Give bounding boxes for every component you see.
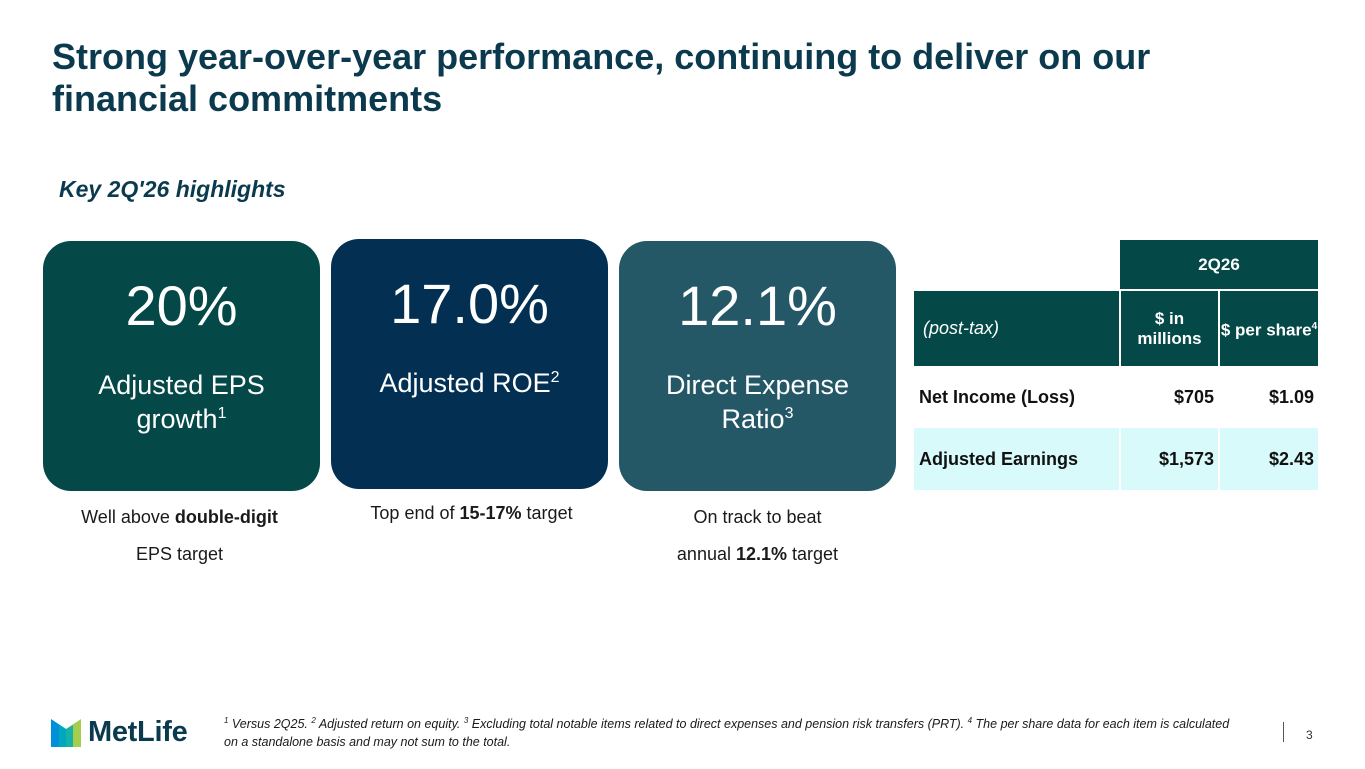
kpi-note-roe: Top end of 15-17% target [333, 495, 610, 532]
page-title: Strong year-over-year performance, conti… [52, 36, 1151, 119]
footnotes: 1 Versus 2Q25. 2 Adjusted return on equi… [224, 712, 1234, 751]
column-header-per-share-text: $ per share [1220, 320, 1312, 340]
footnote-text: Versus 2Q25. [228, 717, 312, 732]
column-header-per-share: $ per share4 [1218, 289, 1318, 366]
cell-per-share: $1.09 [1218, 366, 1318, 428]
kpi-label-line1: Direct Expense [665, 370, 850, 400]
metlife-logo-icon [51, 718, 81, 747]
table-basis-label: (post-tax) [914, 289, 1120, 366]
note-text-line2: EPS target [135, 544, 224, 564]
kpi-note-expense: On track to beat annual 12.1% target [619, 499, 896, 573]
footnote-ref: 3 [784, 405, 794, 422]
page-number: 3 [1306, 728, 1313, 742]
section-subtitle: Key 2Q'26 highlights [59, 176, 286, 202]
note-text-line1: On track to beat [693, 507, 822, 527]
footnote-text: Adjusted return on equity. [315, 717, 464, 732]
page-divider [1283, 722, 1284, 742]
note-emphasis: double-digit [174, 507, 278, 527]
table-row: Net Income (Loss) $705 $1.09 [914, 366, 1318, 428]
note-text: Top end of [370, 503, 460, 523]
footnote-ref: 2 [550, 369, 560, 386]
kpi-note-eps: Well above double-digit EPS target [41, 499, 318, 573]
logo-wordmark: MetLife [88, 716, 188, 748]
column-header-millions: $ in millions [1119, 289, 1219, 366]
table-corner-blank [914, 240, 1120, 290]
kpi-card-eps-growth: 20% Adjusted EPS growth1 [43, 241, 320, 491]
cell-per-share: $2.43 [1218, 428, 1318, 490]
row-label: Adjusted Earnings [914, 428, 1120, 490]
footnote-marker: 1 [224, 716, 229, 725]
kpi-label: Adjusted ROE2 [341, 366, 598, 400]
note-emphasis: 15-17% [459, 503, 522, 523]
footnote-ref: 1 [217, 405, 227, 422]
kpi-label-line1: Adjusted EPS [98, 370, 265, 400]
footnote-marker: 4 [967, 716, 973, 725]
row-label: Net Income (Loss) [919, 386, 1076, 407]
table-header-row: (post-tax) $ in millions $ per share4 [914, 289, 1318, 366]
note-text: Well above [81, 507, 175, 527]
note-text-post: target [521, 503, 573, 523]
kpi-card-expense-ratio: 12.1% Direct Expense Ratio3 [619, 241, 896, 491]
kpi-value: 20% [125, 274, 238, 337]
note-text: annual [676, 544, 736, 564]
earnings-table: 2Q26 (post-tax) $ in millions $ per shar… [914, 240, 1318, 490]
table-header-period-row: 2Q26 [914, 240, 1318, 290]
kpi-label-line2: growth [136, 404, 218, 434]
metlife-logo: MetLife [51, 716, 188, 749]
footnote-text: Excluding total notable items related to… [468, 717, 968, 732]
kpi-value: 17.0% [390, 272, 549, 335]
kpi-label: Adjusted EPS growth1 [53, 368, 310, 436]
note-emphasis: 12.1% [735, 544, 788, 564]
footnote-text: The per share data for each item is calc… [224, 717, 1230, 750]
kpi-label-line2: Ratio [721, 404, 785, 434]
table-row: Adjusted Earnings $1,573 $2.43 [914, 428, 1318, 490]
note-text-post: target [787, 544, 839, 564]
kpi-value: 12.1% [678, 274, 837, 337]
table-period-header: 2Q26 [1120, 240, 1318, 290]
kpi-label-line1: Adjusted ROE [379, 368, 551, 398]
footnote-marker: 2 [311, 716, 316, 725]
kpi-card-roe: 17.0% Adjusted ROE2 [331, 239, 608, 489]
footnote-ref: 4 [1311, 320, 1318, 332]
cell-millions: $1,573 [1119, 428, 1219, 490]
footnote-marker: 3 [463, 716, 469, 725]
cell-millions: $705 [1119, 366, 1219, 428]
kpi-label: Direct Expense Ratio3 [629, 368, 886, 436]
